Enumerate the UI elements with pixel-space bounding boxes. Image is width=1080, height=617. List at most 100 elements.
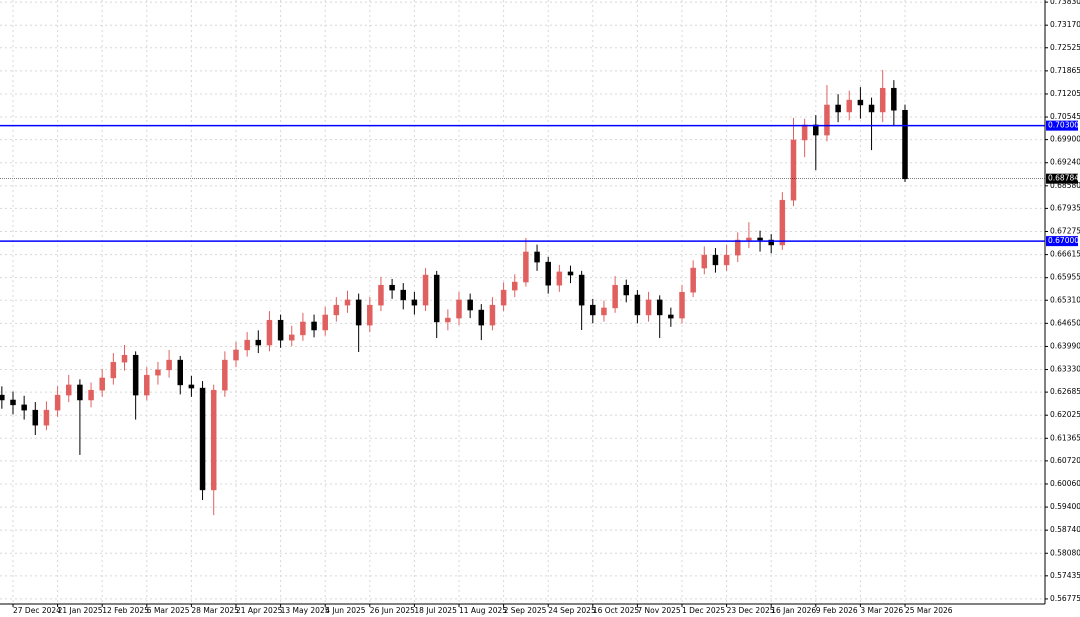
candle-body: [311, 321, 317, 331]
x-tick-label: 13 May 2025: [281, 606, 330, 615]
y-tick-label: 0.62685: [1050, 387, 1080, 396]
candle-body: [88, 389, 94, 401]
candle-body: [255, 339, 262, 346]
candle-body: [891, 87, 897, 111]
candle-body: [712, 254, 719, 266]
candle-body: [690, 267, 696, 293]
y-tick-label: 0.59400: [1050, 502, 1080, 511]
candle-body: [645, 299, 652, 316]
candle-body: [523, 251, 529, 283]
y-tick-label: 0.69240: [1050, 158, 1080, 167]
candle-body: [233, 349, 239, 361]
candle-body: [735, 239, 741, 256]
y-tick-label: 0.64650: [1050, 318, 1080, 327]
y-tick-label: 0.71205: [1050, 89, 1080, 98]
y-tick-label: 0.58080: [1050, 548, 1080, 557]
candle-body: [456, 299, 462, 319]
x-tick-label: 25 Mar 2026: [905, 606, 953, 615]
candle-body: [155, 369, 161, 376]
candle-body: [355, 299, 362, 326]
y-tick-label: 0.71865: [1050, 66, 1080, 75]
y-tick-label: 0.67275: [1050, 226, 1080, 235]
x-tick-label: 27 Dec 2024: [13, 606, 61, 615]
x-tick-label: 4 Jun 2025: [325, 606, 366, 615]
candle-body: [779, 199, 786, 246]
candle-body: [757, 237, 763, 241]
candle-body: [623, 284, 629, 296]
candle-body: [177, 359, 183, 386]
candle-body: [400, 289, 406, 301]
candle-body: [222, 359, 228, 391]
candle-body: [879, 87, 886, 113]
x-tick-label: 11 Aug 2025: [459, 606, 507, 615]
y-tick-label: 0.65310: [1050, 295, 1080, 304]
candle-body: [277, 319, 284, 341]
x-tick-label: 21 Apr 2025: [236, 606, 283, 615]
horizontal-line-label: 0.70300: [1048, 121, 1079, 130]
candle-body: [66, 384, 72, 396]
candle-body: [668, 314, 674, 319]
candle-body: [110, 361, 117, 379]
candle-body: [768, 239, 774, 246]
candle-body: [32, 409, 39, 426]
candle-body: [801, 124, 808, 141]
x-tick-label: 3 Mar 2026: [860, 606, 903, 615]
last-price-line-label: 0.68784: [1048, 174, 1079, 183]
x-tick-label: 1 Dec 2025: [682, 606, 725, 615]
x-tick-label: 16 Jan 2026: [771, 606, 816, 615]
x-tick-label: 18 Jul 2025: [414, 606, 457, 615]
y-tick-label: 0.60060: [1050, 479, 1080, 488]
y-tick-label: 0.58740: [1050, 525, 1080, 534]
candle-body: [478, 309, 485, 326]
candle-body: [701, 254, 708, 269]
candle-body: [244, 339, 250, 351]
candle-body: [857, 99, 864, 106]
candle-body: [378, 284, 384, 306]
candle-body: [835, 104, 841, 113]
candle-body: [433, 274, 440, 323]
candle-body: [445, 317, 451, 323]
candle-body: [601, 307, 607, 316]
candle-body: [166, 359, 172, 371]
candle-body: [902, 109, 908, 180]
x-tick-label: 7 Nov 2025: [637, 606, 680, 615]
candle-body: [679, 291, 685, 319]
horizontal-line-label-box: [1046, 120, 1078, 131]
candle-body: [54, 394, 61, 411]
y-tick-label: 0.73830: [1050, 0, 1080, 6]
y-tick-label: 0.63990: [1050, 341, 1080, 350]
x-tick-label: 9 Feb 2026: [816, 606, 858, 615]
y-tick-label: 0.63330: [1050, 365, 1080, 374]
x-tick-label: 6 Mar 2025: [147, 606, 190, 615]
candle-body: [289, 334, 295, 341]
candle-body: [322, 314, 328, 331]
x-tick-label: 26 Jun 2025: [370, 606, 415, 615]
candle-body: [489, 304, 496, 326]
candle-body: [813, 124, 819, 136]
y-tick-label: 0.69900: [1050, 135, 1080, 144]
y-tick-label: 0.57435: [1050, 571, 1080, 580]
candle-body: [389, 284, 395, 291]
candle-body: [411, 299, 418, 306]
x-tick-label: 23 Dec 2025: [727, 606, 775, 615]
candle-body: [43, 409, 50, 426]
candle-body: [534, 251, 540, 263]
candle-body: [266, 319, 273, 346]
candle-body: [144, 374, 150, 396]
y-tick-label: 0.61365: [1050, 433, 1080, 442]
candle-body: [512, 281, 518, 291]
y-tick-label: 0.60720: [1050, 456, 1080, 465]
candle-body: [656, 299, 663, 316]
candle-body: [77, 384, 83, 401]
y-tick-label: 0.73170: [1050, 20, 1080, 29]
candle-body: [121, 354, 128, 363]
x-tick-label: 28 Mar 2025: [191, 606, 239, 615]
y-tick-label: 0.65955: [1050, 273, 1080, 282]
last-price-line-label-box: [1046, 173, 1078, 184]
x-tick-label: 12 Feb 2025: [102, 606, 149, 615]
y-tick-label: 0.72525: [1050, 43, 1080, 52]
x-tick-label: 24 Sep 2025: [548, 606, 596, 615]
candle-body: [132, 354, 139, 396]
